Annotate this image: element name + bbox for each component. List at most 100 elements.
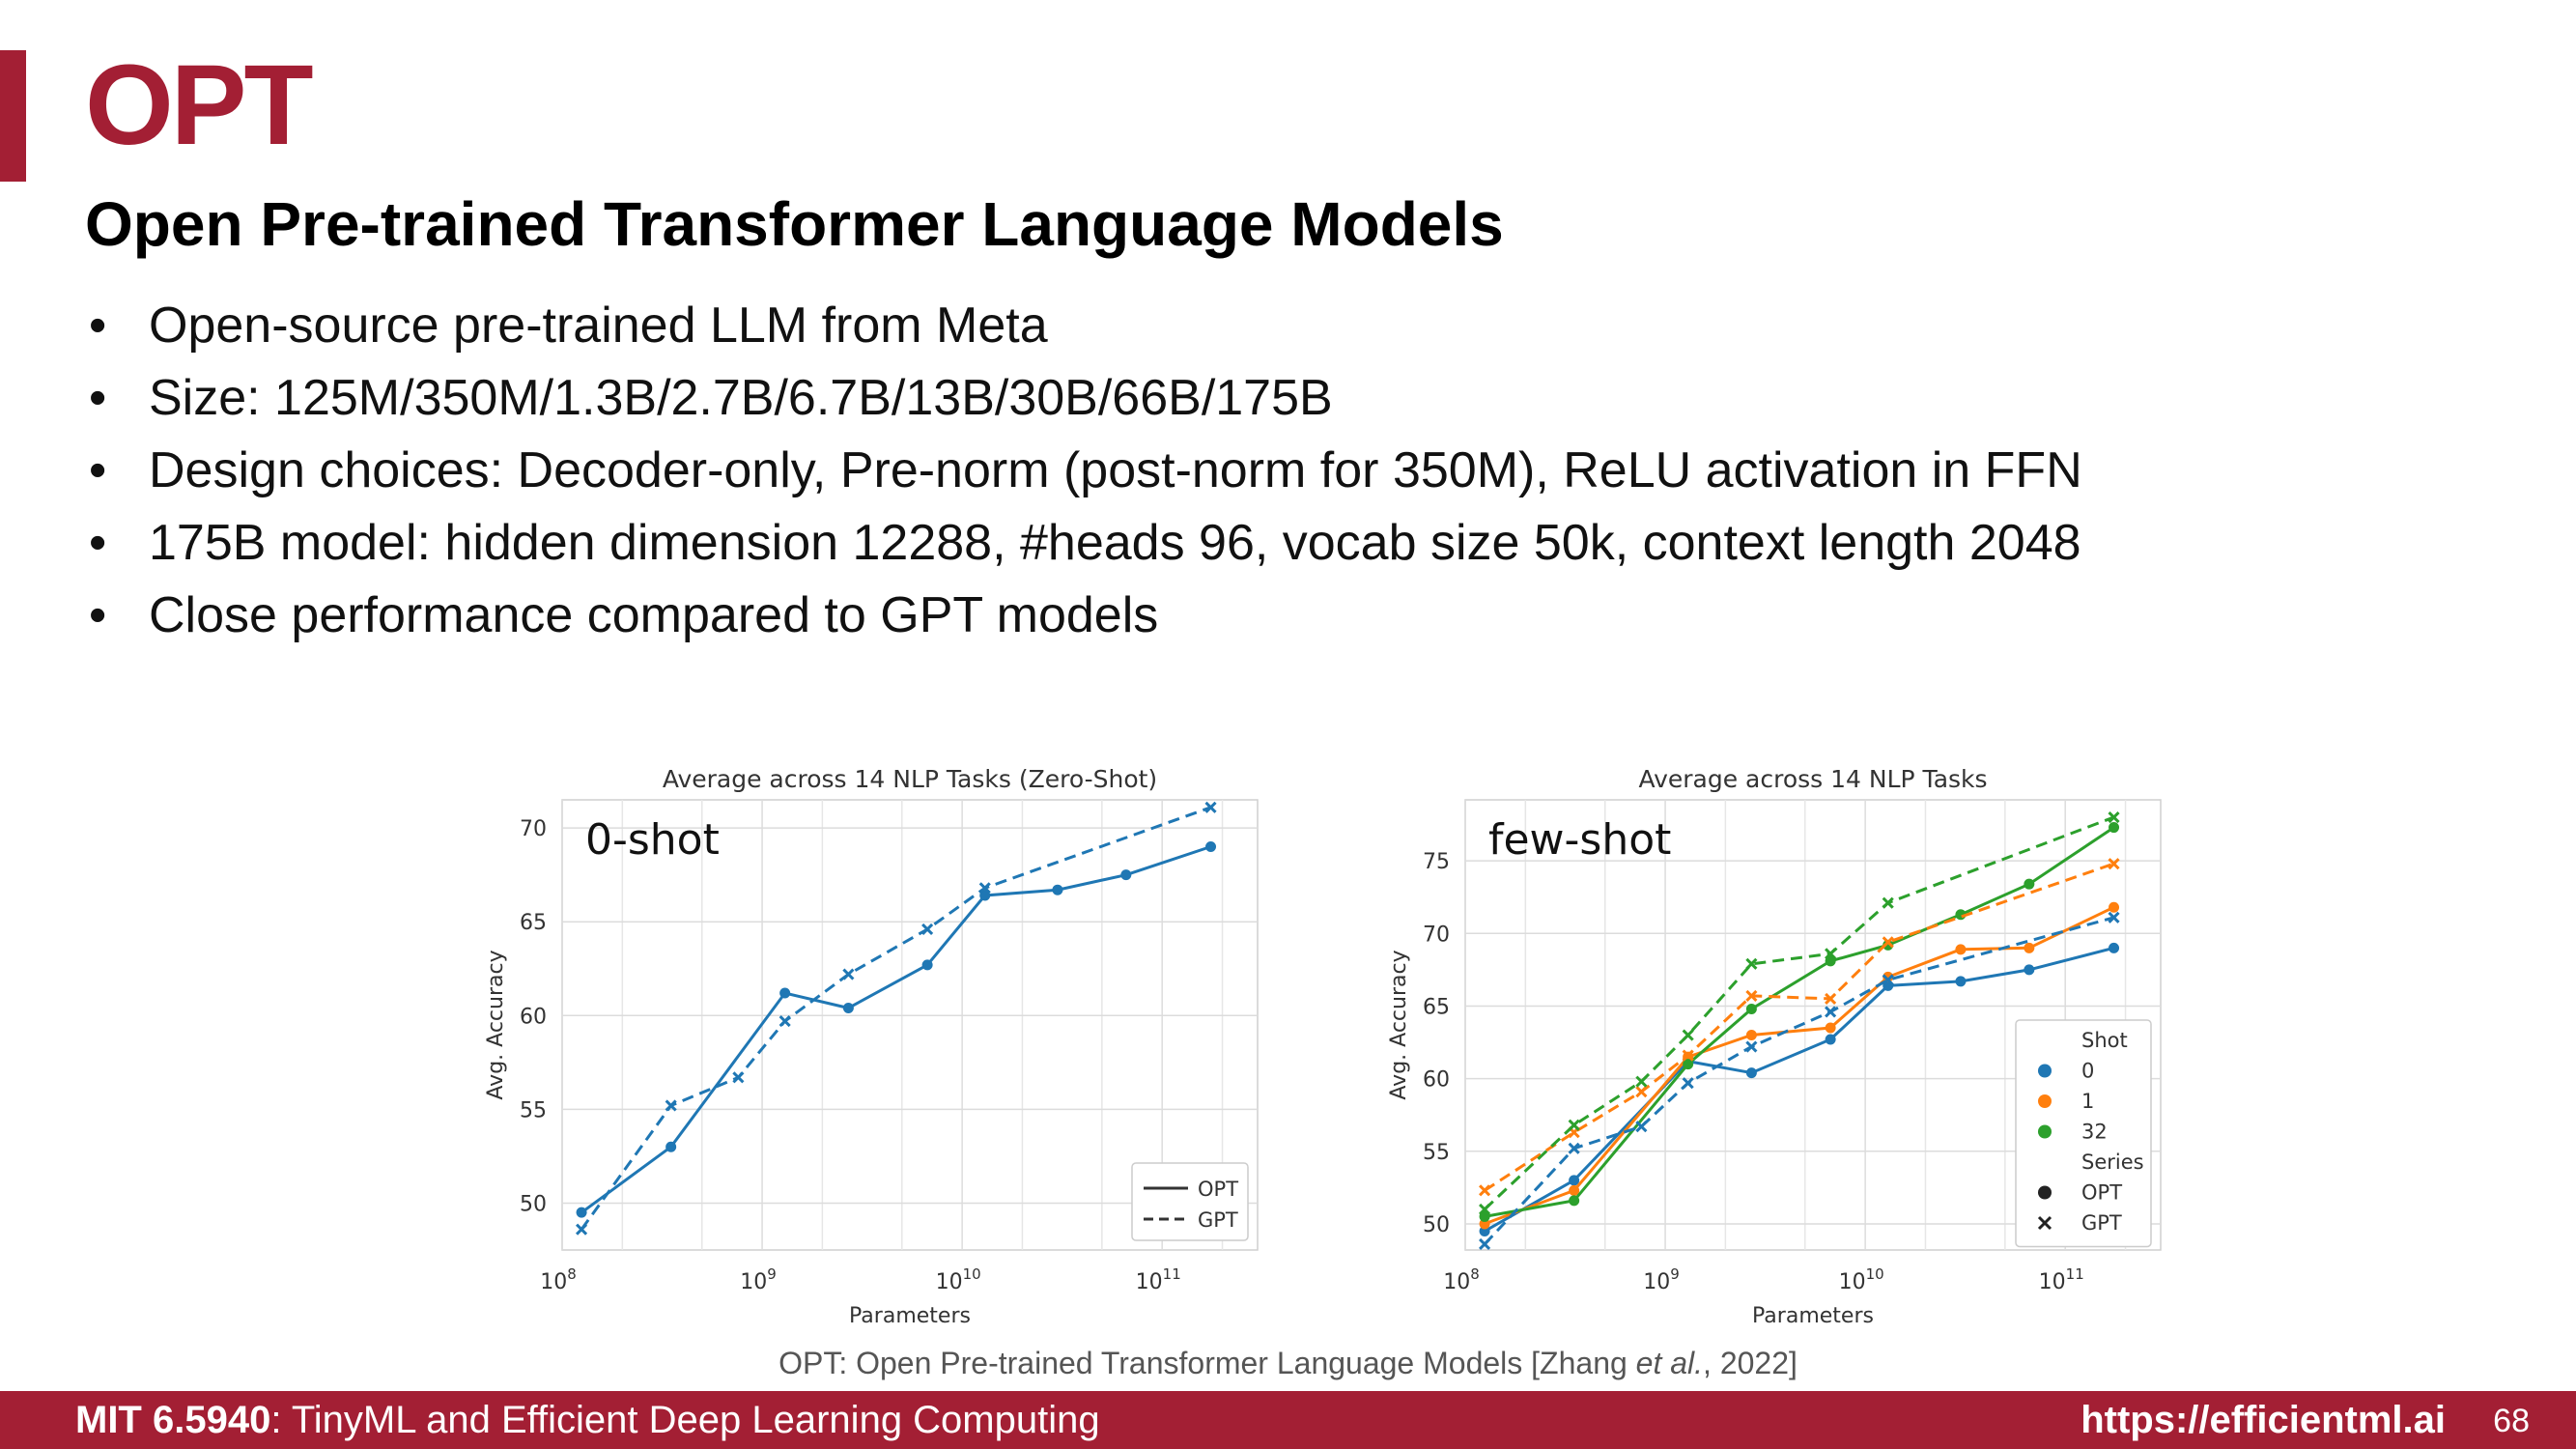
data-point: [1568, 1142, 1580, 1154]
chart-annotation: few-shot: [1488, 815, 1671, 865]
bullet-marker: •: [89, 515, 107, 571]
x-tick-exponent: 9: [767, 1265, 777, 1283]
x-tick-base: 10: [740, 1270, 767, 1294]
data-point: [1825, 1006, 1837, 1018]
bullet-list: • Open-source pre-trained LLM from Meta •…: [85, 290, 2082, 652]
x-tick-label: 1011: [1136, 1265, 1181, 1294]
data-point: [1825, 948, 1837, 960]
legend: OPT GPT: [1131, 1162, 1249, 1241]
data-point: [665, 1099, 677, 1112]
y-tick-label: 70: [520, 817, 547, 841]
series-line: [1484, 916, 2114, 1246]
bullet-text: 175B model: hidden dimension 12288, #hea…: [149, 515, 2081, 571]
y-tick-label: 50: [1423, 1213, 1450, 1237]
x-axis-label: Parameters: [1752, 1304, 1874, 1328]
data-point: [1635, 1075, 1648, 1088]
legend-title-series: Series: [2081, 1151, 2144, 1174]
data-point: [1120, 869, 1132, 881]
x-tick-exponent: 10: [963, 1265, 981, 1283]
data-point: [576, 1207, 587, 1218]
y-axis-label: Avg. Accuracy: [484, 950, 508, 1099]
bullet-marker: •: [89, 370, 107, 426]
legend-label: OPT: [1198, 1178, 1238, 1201]
x-tick-exponent: 11: [2066, 1265, 2084, 1283]
data-point: [1479, 1203, 1491, 1215]
legend-label: GPT: [1198, 1208, 1238, 1232]
x-tick-label: 1010: [1839, 1265, 1884, 1294]
data-point: [2109, 901, 2120, 913]
x-tick-base: 10: [540, 1270, 567, 1294]
data-point: [1205, 841, 1217, 853]
data-point: [1635, 1121, 1648, 1133]
x-tick-label: 1010: [936, 1265, 981, 1294]
x-tick-base: 10: [1643, 1270, 1670, 1294]
x-tick-exponent: 8: [567, 1265, 577, 1283]
y-tick-label: 55: [520, 1098, 547, 1122]
zero-shot-chart-svg: Average across 14 NLP Tasks (Zero-Shot) 1…: [484, 765, 1259, 1328]
chart-title: Average across 14 NLP Tasks (Zero-Shot): [663, 765, 1157, 793]
page-number: 68: [2493, 1403, 2530, 1439]
few-shot-chart: Average across 14 NLP Tasks 108 109 1010 101…: [1357, 753, 2178, 1338]
data-point: [842, 968, 855, 980]
legend-marker: [2038, 1064, 2052, 1078]
x-tick-label: 108: [540, 1265, 577, 1294]
citation-suffix: , 2022]: [1703, 1346, 1798, 1380]
data-point: [1825, 992, 1837, 1006]
data-point: [2108, 858, 2120, 870]
data-point: [1955, 944, 1967, 955]
data-point: [1882, 896, 1894, 909]
data-point: [1682, 1077, 1694, 1090]
series-gpt-shot-32: [1479, 810, 2120, 1215]
data-point: [1745, 1030, 1757, 1041]
series-opt: [576, 841, 1217, 1218]
x-tick-exponent: 8: [1470, 1265, 1480, 1283]
slide-title: OPT: [85, 42, 314, 169]
x-tick-label: 109: [740, 1265, 777, 1294]
citation-italic: et al.: [1635, 1346, 1704, 1380]
data-point: [1479, 1184, 1491, 1197]
legend: Shot 0 1 32 Series OPT GPT: [2015, 1019, 2152, 1248]
series-gpt-shot-0: [1479, 911, 2120, 1251]
bullet-text: Size: 125M/350M/1.3B/2.7B/6.7B/13B/30B/6…: [149, 370, 1333, 426]
x-tick-base: 10: [1443, 1270, 1470, 1294]
data-point: [2024, 942, 2035, 953]
legend-marker: [2038, 1094, 2052, 1108]
data-point: [1745, 1067, 1757, 1079]
data-point: [1635, 1086, 1648, 1098]
data-point: [1569, 1195, 1580, 1207]
footer-course-title: : TinyML and Efficient Deep Learning Com…: [270, 1399, 1100, 1441]
footer-url-link[interactable]: https://efficientml.ai: [2081, 1399, 2446, 1441]
data-point: [1569, 1175, 1580, 1186]
legend-marker: [2038, 1185, 2052, 1200]
data-point: [2109, 822, 2120, 834]
bullet-item: • Close performance compared to GPT model…: [85, 580, 2082, 652]
x-tick-base: 10: [936, 1270, 963, 1294]
legend-label: OPT: [2081, 1181, 2122, 1205]
data-point: [1825, 1034, 1836, 1045]
data-point: [1479, 1237, 1491, 1251]
series-gpt: [576, 801, 1217, 1236]
chart-title: Average across 14 NLP Tasks: [1638, 765, 1987, 793]
x-tick-exponent: 11: [1163, 1265, 1181, 1283]
legend-label: 1: [2081, 1090, 2094, 1113]
legend-label: GPT: [2081, 1211, 2122, 1235]
y-tick-label: 65: [1423, 995, 1450, 1019]
data-point: [732, 1071, 745, 1084]
legend-box: [1131, 1162, 1249, 1241]
y-tick-label: 75: [1423, 850, 1450, 874]
series-gpt-shot-1: [1479, 858, 2120, 1197]
footer-bar: MIT 6.5940: TinyML and Efficient Deep Le…: [0, 1391, 2576, 1449]
data-point: [778, 1015, 791, 1028]
legend-marker: [2037, 1215, 2052, 1231]
y-tick-label: 50: [520, 1192, 547, 1216]
data-point: [1825, 1022, 1836, 1034]
data-point: [1683, 1059, 1694, 1070]
data-point: [1745, 1040, 1758, 1053]
data-point: [1204, 801, 1217, 813]
y-tick-label: 65: [520, 911, 547, 935]
series-line: [1484, 815, 2115, 1210]
legend-marker: [2038, 1124, 2052, 1139]
data-point: [1882, 939, 1894, 951]
x-tick-base: 10: [1136, 1270, 1163, 1294]
